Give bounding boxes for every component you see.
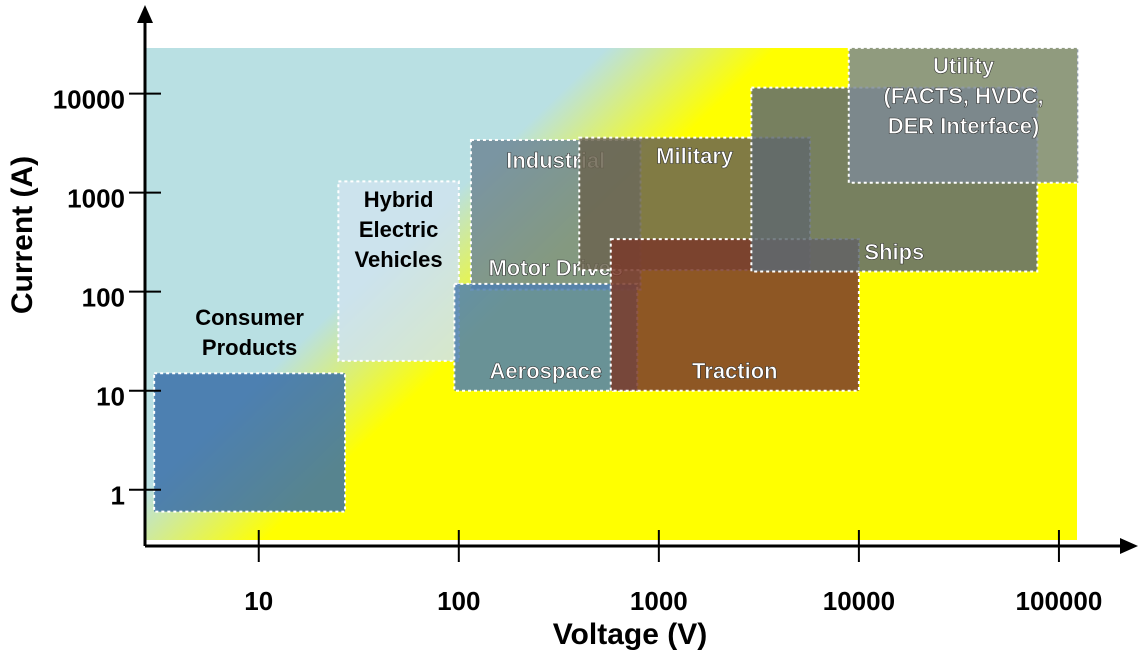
region bbox=[453, 282, 639, 392]
region bbox=[847, 46, 1080, 184]
region-label: DER Interface) bbox=[888, 114, 1040, 139]
region-label: (FACTS, HVDC, bbox=[883, 84, 1043, 109]
x-tick-label: 100000 bbox=[1016, 586, 1103, 616]
region-label: Vehicles bbox=[355, 247, 443, 272]
y-tick-label: 1000 bbox=[67, 184, 125, 214]
region-label: Aerospace bbox=[490, 359, 603, 384]
region-label: Utility bbox=[933, 54, 995, 79]
y-tick-label: 1 bbox=[111, 481, 125, 511]
region bbox=[337, 180, 460, 362]
y-tick-label: 100 bbox=[82, 283, 125, 313]
region-label: Motor Drives bbox=[488, 255, 622, 280]
region-label: Military bbox=[656, 143, 734, 168]
x-tick-label: 100 bbox=[437, 586, 480, 616]
y-axis-label: Current (A) bbox=[6, 156, 39, 314]
y-axis-arrow bbox=[137, 5, 153, 23]
x-tick-label: 10000 bbox=[823, 586, 895, 616]
region-label: Traction bbox=[692, 359, 778, 384]
x-axis-label: Voltage (V) bbox=[553, 618, 707, 651]
region bbox=[153, 372, 347, 513]
x-axis-arrow bbox=[1120, 538, 1138, 554]
x-tick-label: 1000 bbox=[630, 586, 688, 616]
region-label: Ships bbox=[864, 239, 924, 264]
y-tick-label: 10 bbox=[96, 382, 125, 412]
y-tick-label: 10000 bbox=[53, 85, 125, 115]
region-label: Electric bbox=[359, 217, 439, 242]
region-label: Products bbox=[202, 335, 297, 360]
x-tick-label: 10 bbox=[244, 586, 273, 616]
region-label: Hybrid bbox=[364, 187, 434, 212]
region-label: Consumer bbox=[195, 305, 304, 330]
